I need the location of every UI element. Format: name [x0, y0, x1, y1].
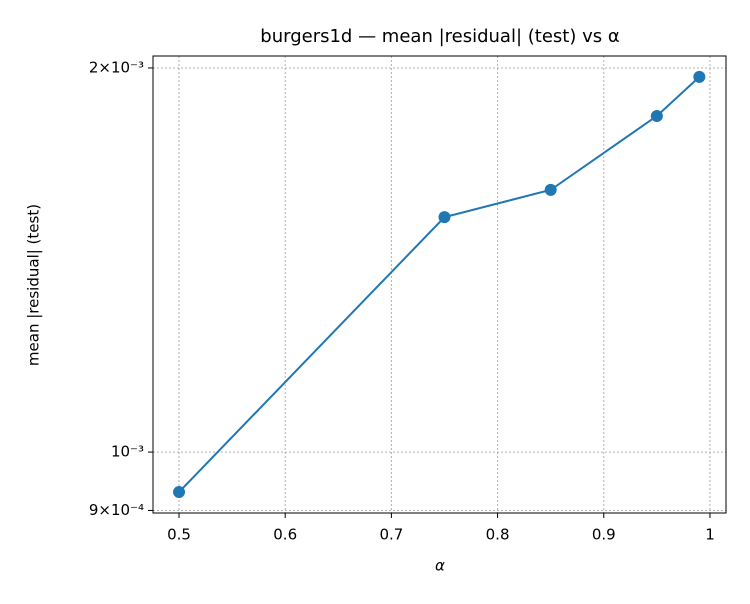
plot-frame — [152, 55, 727, 514]
y-tick-label: 9×10⁻⁴ — [89, 501, 144, 519]
x-tick-label: 0.6 — [273, 526, 297, 544]
x-tick-label: 1 — [705, 526, 715, 544]
data-point — [544, 183, 557, 196]
x-tick-label: 0.5 — [167, 526, 191, 544]
data-point — [173, 486, 186, 499]
data-point — [693, 70, 706, 83]
y-axis-label: mean |residual| (test) — [25, 204, 43, 366]
y-tick-label: 2×10⁻³ — [89, 58, 144, 76]
data-point — [650, 109, 663, 122]
y-tick-label: 10⁻³ — [111, 443, 144, 461]
x-tick-label: 0.7 — [379, 526, 403, 544]
x-tick-label: 0.9 — [592, 526, 616, 544]
x-tick-label: 0.8 — [486, 526, 510, 544]
data-point — [438, 211, 451, 224]
chart-title: burgers1d — mean |residual| (test) vs α — [260, 26, 619, 47]
x-axis-label: α — [435, 557, 445, 575]
